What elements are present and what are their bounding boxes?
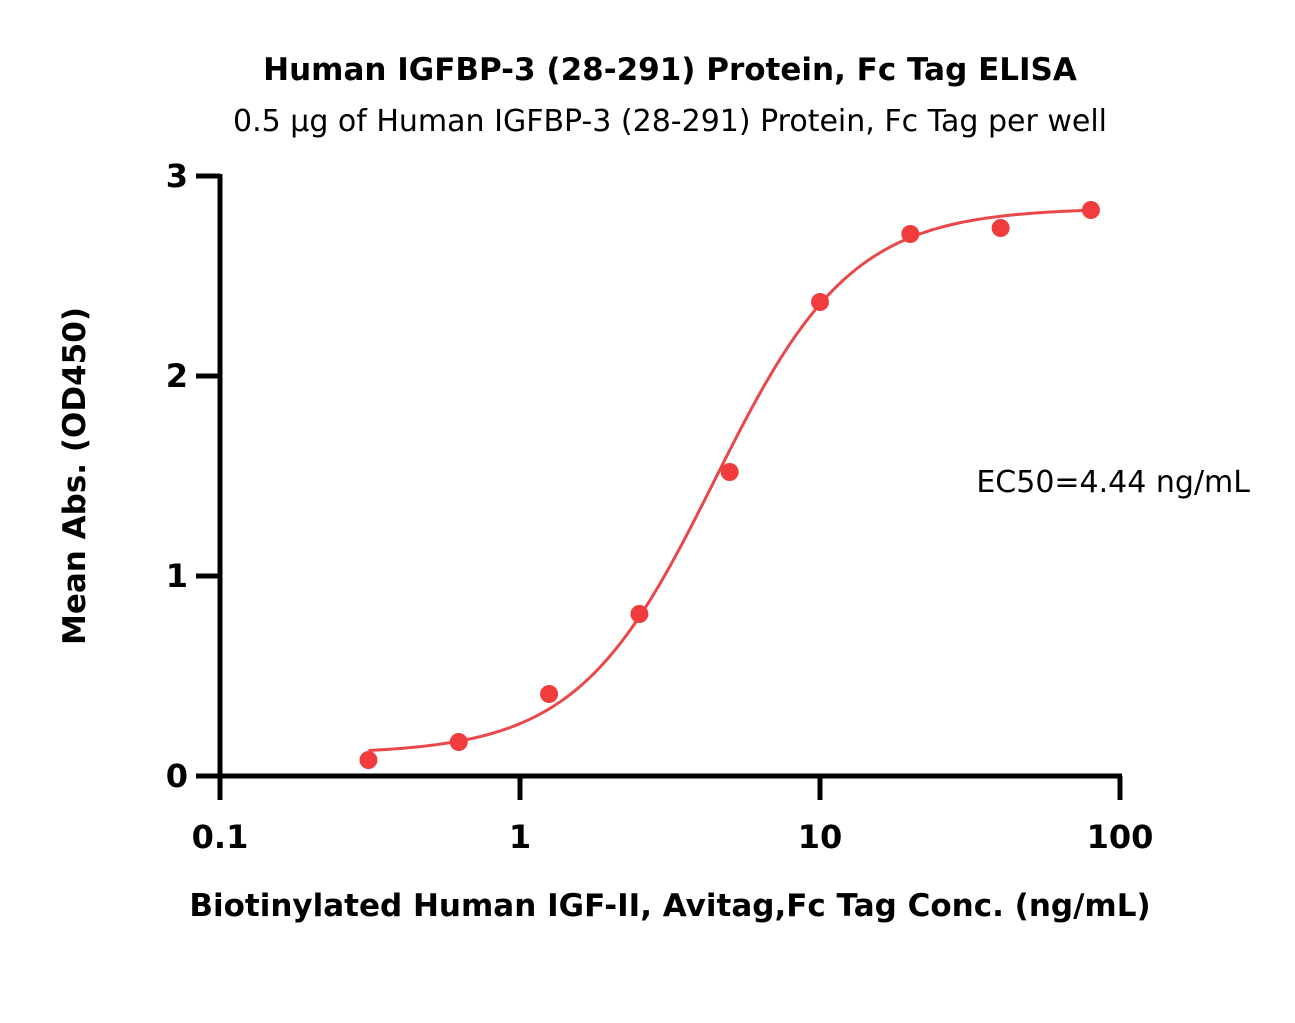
data-point [359,751,378,769]
chart-title: Human IGFBP-3 (28-291) Protein, Fc Tag E… [263,52,1077,88]
y-tick-label: 1 [166,557,188,595]
y-tick-label: 2 [166,357,188,395]
y-axis-label: Mean Abs. (OD450) [57,307,93,645]
data-point [811,293,829,311]
x-tick-label: 100 [1087,818,1154,856]
data-point [901,225,920,243]
data-point [991,219,1010,237]
plot-area: 0.1 1 10 100 0 1 2 3 [166,157,1154,856]
y-tick-label: 0 [166,757,188,795]
data-point [630,605,649,623]
data-point [1081,201,1100,219]
data-point [540,685,559,703]
x-tick-label: 10 [798,818,843,856]
x-tick-label: 1 [509,818,531,856]
x-axis-label: Biotinylated Human IGF-II, Avitag,Fc Tag… [189,888,1150,924]
data-point [720,463,739,481]
chart-subtitle: 0.5 µg of Human IGFBP-3 (28-291) Protein… [233,104,1107,139]
data-point [449,733,468,751]
ec50-annotation: EC50=4.44 ng/mL [976,465,1250,500]
x-tick-label: 0.1 [192,818,249,856]
fit-curve [368,208,1091,752]
y-tick-label: 3 [166,157,188,195]
